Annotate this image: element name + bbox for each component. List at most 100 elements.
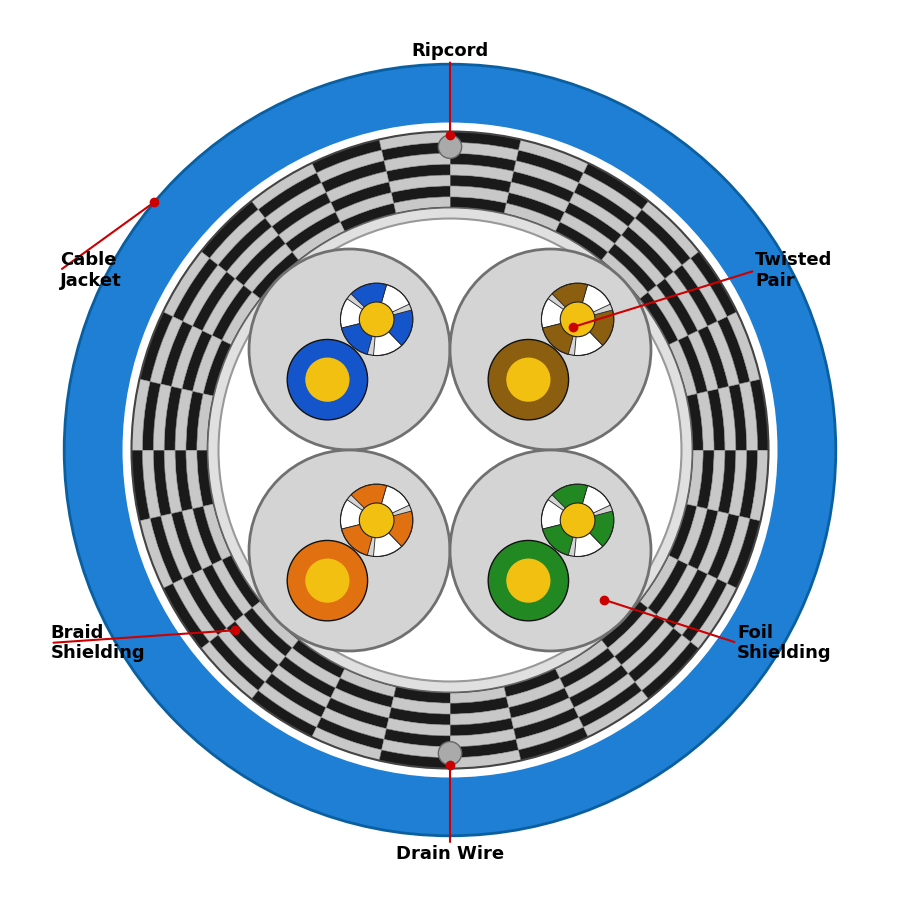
Wedge shape [648,560,688,615]
Wedge shape [140,518,173,589]
Wedge shape [514,707,579,739]
Wedge shape [203,340,231,396]
Circle shape [219,219,681,681]
Wedge shape [560,648,615,688]
Wedge shape [450,153,516,171]
Wedge shape [336,678,393,707]
Wedge shape [374,320,401,356]
Wedge shape [516,150,583,183]
Wedge shape [450,164,514,182]
Wedge shape [153,384,171,450]
Wedge shape [615,615,665,665]
Circle shape [122,122,778,778]
Wedge shape [163,251,210,317]
Wedge shape [384,729,450,747]
Wedge shape [193,336,222,393]
Wedge shape [450,739,518,758]
Wedge shape [292,639,345,678]
Wedge shape [212,285,252,340]
Wedge shape [227,227,279,279]
Wedge shape [543,520,578,555]
Wedge shape [450,131,521,150]
Wedge shape [164,450,182,514]
Wedge shape [340,299,376,328]
Wedge shape [583,690,649,737]
Wedge shape [292,222,345,261]
Wedge shape [389,707,450,724]
Wedge shape [718,450,736,514]
Wedge shape [678,507,707,564]
Wedge shape [450,686,507,703]
Wedge shape [340,203,396,231]
Wedge shape [673,574,717,635]
Wedge shape [171,511,202,574]
Wedge shape [555,639,608,678]
Wedge shape [707,450,724,511]
Wedge shape [321,707,386,739]
Wedge shape [161,321,193,386]
Wedge shape [656,564,698,621]
Wedge shape [583,163,649,210]
Circle shape [131,131,769,769]
Wedge shape [244,608,292,656]
Wedge shape [193,272,235,330]
Wedge shape [508,688,570,718]
Wedge shape [518,140,589,173]
Wedge shape [450,197,507,214]
Wedge shape [393,197,450,214]
Circle shape [488,540,569,621]
Wedge shape [690,251,737,317]
Wedge shape [183,265,227,326]
Wedge shape [326,171,389,202]
Wedge shape [707,514,739,579]
Wedge shape [374,520,401,556]
Wedge shape [682,579,727,642]
Wedge shape [507,678,564,707]
Wedge shape [570,193,628,235]
Wedge shape [163,583,210,649]
Wedge shape [648,285,688,340]
Wedge shape [669,504,697,560]
Wedge shape [574,520,603,556]
Wedge shape [384,153,450,171]
Wedge shape [552,484,588,520]
Wedge shape [552,284,588,320]
Wedge shape [330,688,392,718]
Wedge shape [182,508,212,570]
Wedge shape [379,750,450,769]
Wedge shape [340,669,396,697]
Wedge shape [560,212,615,252]
Wedge shape [574,320,603,356]
Wedge shape [265,673,326,717]
Wedge shape [153,450,171,516]
Wedge shape [555,222,608,261]
Wedge shape [450,707,511,724]
Wedge shape [376,284,410,319]
Wedge shape [193,570,235,628]
Circle shape [64,64,836,836]
Wedge shape [235,615,285,665]
Wedge shape [285,648,340,688]
Wedge shape [564,202,621,244]
Wedge shape [578,486,610,520]
Wedge shape [642,642,699,699]
Wedge shape [201,201,258,258]
Circle shape [507,357,551,401]
Wedge shape [635,210,690,265]
Wedge shape [317,717,384,750]
Wedge shape [392,697,450,714]
Wedge shape [193,507,222,564]
Wedge shape [642,201,699,258]
Wedge shape [628,628,682,682]
Wedge shape [202,279,244,336]
Circle shape [249,249,450,450]
Circle shape [507,559,551,603]
Wedge shape [564,656,621,698]
Wedge shape [321,161,386,193]
Wedge shape [140,311,173,382]
Wedge shape [279,202,336,244]
Wedge shape [504,669,560,697]
Wedge shape [578,284,610,319]
Wedge shape [639,555,678,608]
Wedge shape [621,621,673,673]
